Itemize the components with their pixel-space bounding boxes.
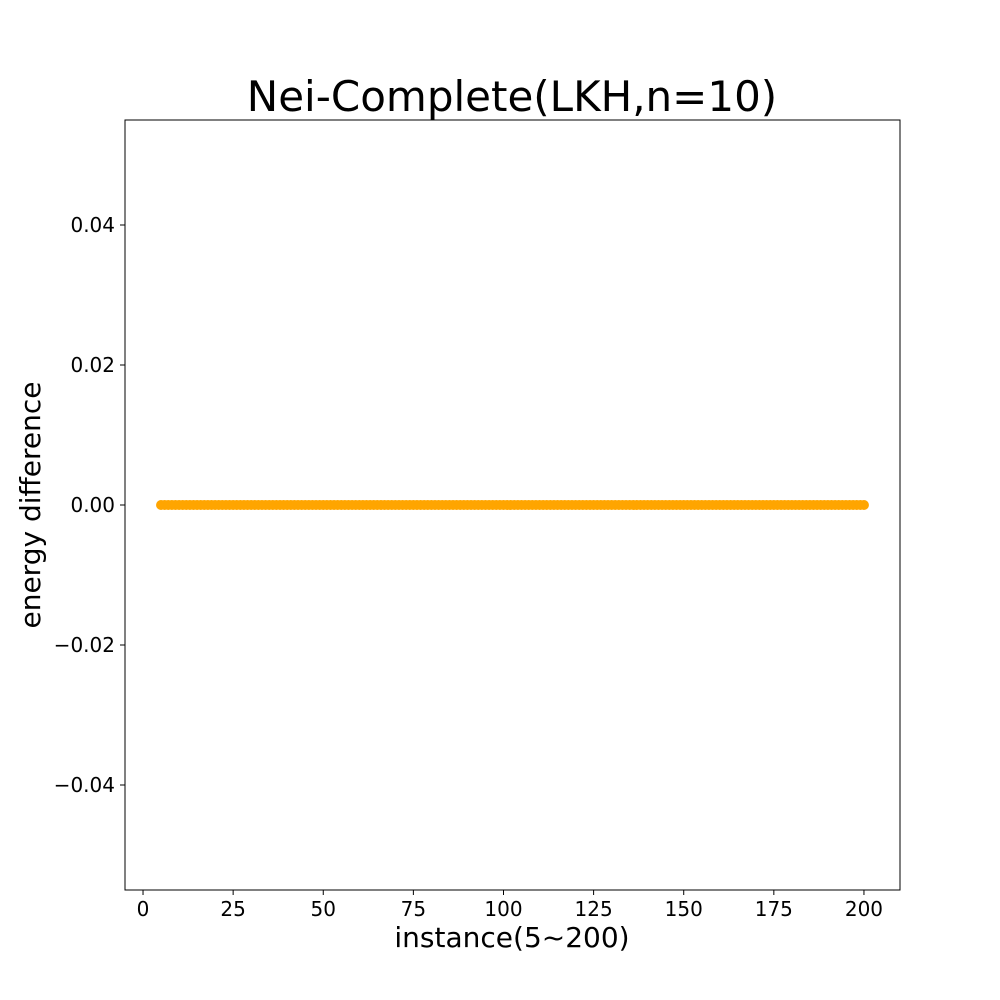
x-tick-label: 0 [137,897,150,921]
data-point [858,500,869,510]
x-tick-label: 100 [484,897,522,921]
y-tick-label: 0.02 [70,353,115,377]
x-tick-label: 75 [401,897,426,921]
x-tick-label: 150 [665,897,703,921]
x-tick-label: 175 [755,897,793,921]
y-tick-label: 0.00 [70,493,115,517]
x-tick-label: 200 [845,897,883,921]
y-axis: 0.04 0.02 0.00 −0.02 −0.04 [54,213,125,797]
x-tick-label: 25 [220,897,245,921]
y-axis-title: energy difference [14,381,47,628]
chart-title: Nei-Complete(LKH,n=10) [247,72,777,121]
y-tick-label: −0.02 [54,633,115,657]
data-points [156,500,869,510]
y-tick-label: −0.04 [54,773,115,797]
x-axis-title: instance(5~200) [394,921,629,954]
x-tick-label: 50 [311,897,336,921]
x-axis: 0 25 50 75 100 125 150 175 200 [137,890,883,921]
x-tick-label: 125 [575,897,613,921]
y-tick-label: 0.04 [70,213,115,237]
